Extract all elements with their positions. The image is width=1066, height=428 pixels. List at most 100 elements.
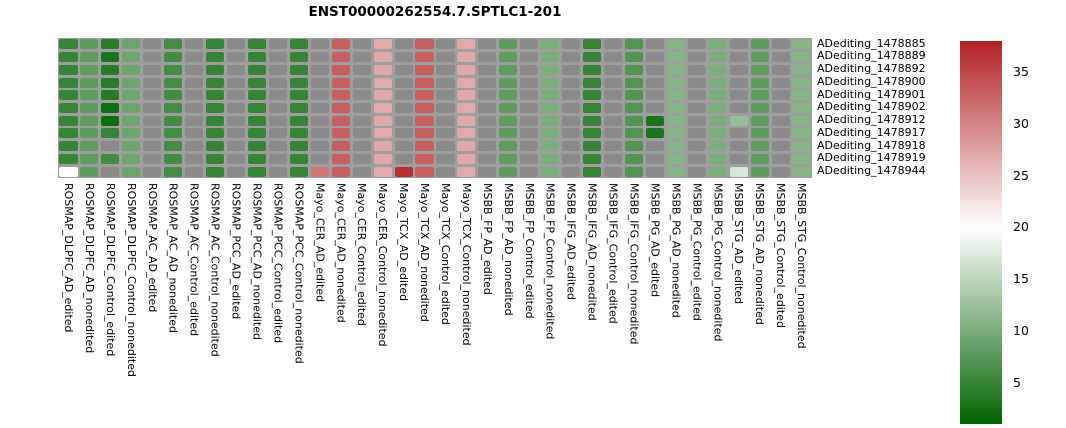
heatmap-cell — [520, 103, 539, 113]
heatmap-cell — [101, 90, 120, 101]
heatmap-cell — [687, 52, 706, 63]
heatmap-cell — [206, 90, 225, 101]
heatmap-cell — [289, 64, 308, 75]
column-label: MSBB_IFG_Control_nonedited — [627, 183, 641, 345]
heatmap-cell — [687, 90, 706, 101]
heatmap-cell — [373, 39, 392, 50]
heatmap-cell — [729, 39, 748, 50]
heatmap-cell — [164, 52, 183, 63]
heatmap-cell — [310, 153, 329, 164]
heatmap-cell — [331, 64, 350, 75]
heatmap-cell — [583, 64, 602, 75]
heatmap-cell — [583, 52, 602, 63]
heatmap-cell — [436, 166, 455, 177]
column-label: MSBB_IFG_AD_nonedited — [585, 183, 599, 321]
heatmap-cell — [143, 39, 162, 50]
heatmap-cell — [666, 166, 685, 177]
heatmap-cell — [143, 153, 162, 164]
heatmap-cell — [331, 39, 350, 50]
heatmap-cell — [415, 64, 434, 75]
heatmap-cell — [268, 90, 287, 101]
heatmap-cell — [562, 153, 581, 164]
row-label: ADediting_1478902 — [817, 100, 926, 114]
heatmap-cell — [331, 115, 350, 126]
heatmap-cell — [289, 52, 308, 63]
row-label: ADediting_1478889 — [817, 49, 926, 63]
heatmap-cell — [143, 52, 162, 63]
heatmap-cell — [771, 103, 790, 113]
heatmap-cell — [436, 153, 455, 164]
heatmap-cell — [59, 128, 78, 139]
heatmap-cell — [101, 128, 120, 139]
heatmap-cell — [499, 141, 518, 152]
heatmap-cell — [457, 128, 476, 139]
heatmap-cell — [457, 52, 476, 63]
heatmap-cell — [206, 166, 225, 177]
heatmap-cell — [603, 141, 623, 152]
heatmap-cell — [331, 103, 350, 113]
heatmap-cell — [122, 103, 141, 113]
heatmap-cell — [247, 52, 267, 63]
heatmap-cell — [499, 52, 518, 63]
heatmap-cell — [729, 141, 748, 152]
heatmap-cell — [645, 39, 664, 50]
heatmap-cell — [457, 64, 476, 75]
heatmap-cell — [708, 141, 727, 152]
heatmap-cell — [541, 153, 560, 164]
heatmap-cell — [268, 77, 287, 88]
heatmap-cell — [666, 90, 685, 101]
heatmap-cell — [645, 115, 664, 126]
column-label: MSBB_PG_AD_nonedited — [669, 183, 683, 318]
heatmap-cell — [101, 39, 120, 50]
heatmap-cell — [792, 141, 811, 152]
heatmap-cell — [520, 39, 539, 50]
heatmap-cell — [771, 128, 790, 139]
row-label: ADediting_1478901 — [817, 87, 926, 101]
heatmap-cell — [289, 103, 308, 113]
heatmap-cell — [185, 153, 204, 164]
heatmap-cell — [645, 52, 664, 63]
heatmap-cell — [226, 52, 246, 63]
heatmap-cell — [268, 39, 287, 50]
heatmap-cell — [750, 90, 769, 101]
heatmap-cell — [289, 115, 308, 126]
heatmap-cell — [436, 115, 455, 126]
column-label: ROSMAP_PCC_Control_nonedited — [292, 183, 306, 364]
heatmap-cell — [645, 90, 664, 101]
heatmap-cell — [603, 115, 623, 126]
heatmap-cell — [122, 64, 141, 75]
column-label: ROSMAP_AC_Control_nonedited — [208, 183, 222, 357]
heatmap-cell — [59, 64, 78, 75]
row-label: ADediting_1478918 — [817, 138, 926, 152]
heatmap-cell — [289, 153, 308, 164]
heatmap-cell — [352, 141, 371, 152]
heatmap-cell — [80, 153, 99, 164]
heatmap-cell — [80, 141, 99, 152]
heatmap-cell — [415, 166, 434, 177]
heatmap-cell — [373, 115, 392, 126]
heatmap-cell — [101, 153, 120, 164]
heatmap-cell — [457, 141, 476, 152]
heatmap-cell — [708, 153, 727, 164]
heatmap-cell — [792, 103, 811, 113]
column-label: ROSMAP_DLPFC_AD_edited — [61, 183, 75, 333]
heatmap-cell — [185, 77, 204, 88]
heatmap-cell — [101, 77, 120, 88]
heatmap-cell — [101, 141, 120, 152]
heatmap-cell — [185, 103, 204, 113]
column-label: MSBB_STG_AD_nonedited — [753, 183, 767, 325]
column-label: ROSMAP_DLPFC_Control_nonedited — [124, 183, 138, 377]
heatmap-cell — [541, 77, 560, 88]
heatmap-cell — [289, 77, 308, 88]
heatmap-cell — [373, 166, 392, 177]
heatmap-cell — [792, 64, 811, 75]
heatmap-cell — [687, 39, 706, 50]
heatmap-cell — [143, 90, 162, 101]
heatmap-cell — [771, 90, 790, 101]
heatmap-cell — [562, 39, 581, 50]
heatmap-cell — [792, 39, 811, 50]
heatmap-cell — [143, 103, 162, 113]
heatmap-cell — [520, 90, 539, 101]
heatmap-cell — [541, 115, 560, 126]
